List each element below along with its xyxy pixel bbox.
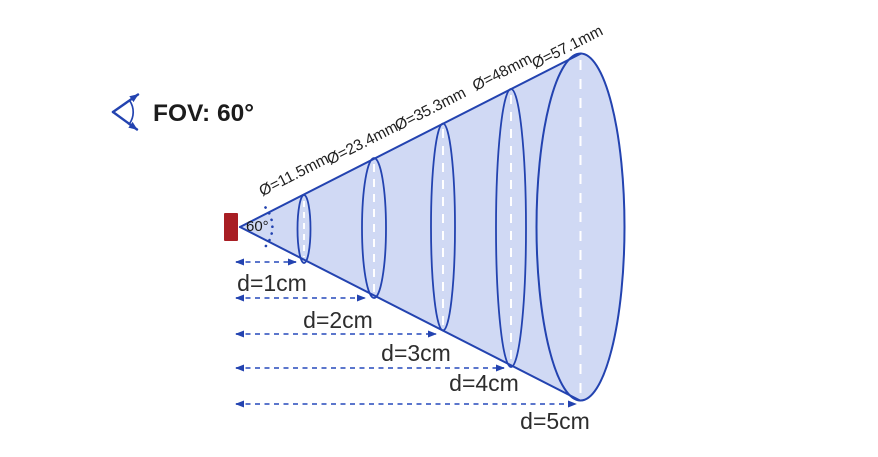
distance-label-2: d=2cm bbox=[303, 307, 373, 333]
distance-labels: d=1cm d=2cm d=3cm d=4cm d=5cm bbox=[237, 270, 590, 434]
fov-legend-label: FOV: 60° bbox=[153, 100, 254, 127]
apex-angle-dotted-arc bbox=[264, 206, 274, 248]
sensor-marker bbox=[224, 213, 238, 241]
distance-arrows bbox=[235, 258, 577, 408]
apex-angle-label: 60° bbox=[246, 218, 269, 235]
distance-label-1: d=1cm bbox=[237, 270, 307, 296]
distance-label-3: d=3cm bbox=[381, 340, 451, 366]
cone-lower-edge bbox=[239, 226, 581, 402]
distance-label-4: d=4cm bbox=[449, 370, 519, 396]
cone-upper-edge bbox=[239, 52, 582, 228]
fov-angle-icon bbox=[111, 93, 140, 131]
distance-label-5: d=5cm bbox=[520, 408, 590, 434]
